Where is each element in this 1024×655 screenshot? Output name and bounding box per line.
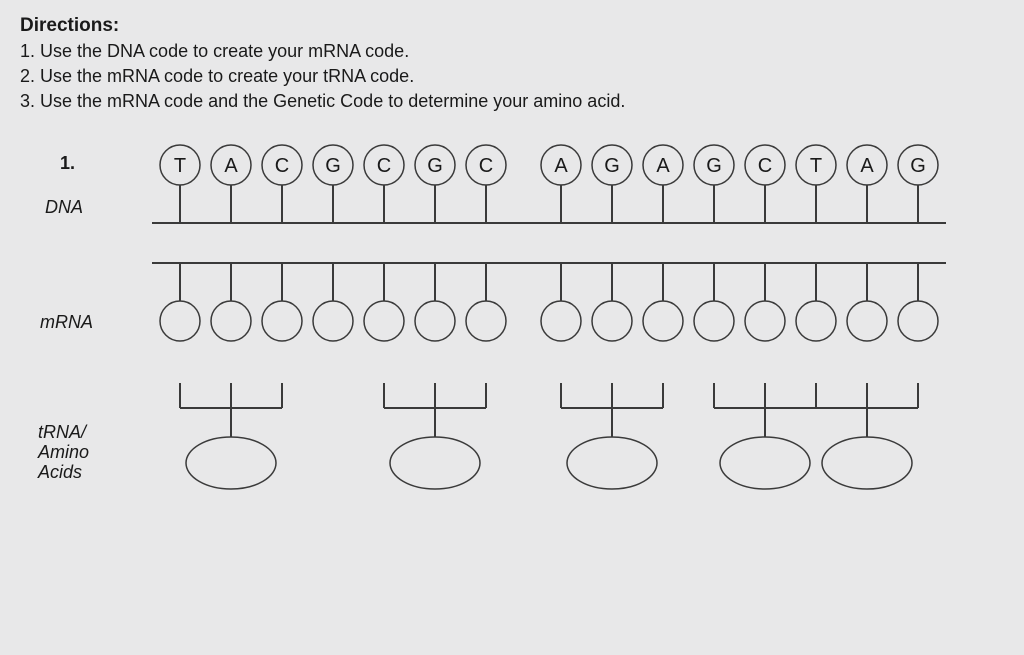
mrna-base-circle bbox=[796, 301, 836, 341]
dna-base-letter: A bbox=[224, 155, 238, 177]
dna-base-letter: T bbox=[174, 155, 186, 177]
mrna-base-circle bbox=[313, 301, 353, 341]
problem-number: 1. bbox=[60, 153, 75, 173]
acids-label: Acids bbox=[37, 462, 82, 482]
mrna-base-circle bbox=[643, 301, 683, 341]
mrna-base-circle bbox=[415, 301, 455, 341]
mrna-base-circle bbox=[592, 301, 632, 341]
dna-base-letter: G bbox=[706, 155, 722, 177]
dna-base-letter: C bbox=[479, 155, 493, 177]
dna-base-letter: A bbox=[656, 155, 670, 177]
dna-base-letter: T bbox=[810, 155, 822, 177]
dna-base-letter: C bbox=[758, 155, 772, 177]
directions-heading: Directions: bbox=[20, 15, 1004, 37]
mrna-label: mRNA bbox=[40, 312, 93, 332]
mrna-base-circle bbox=[847, 301, 887, 341]
dna-base-letter: A bbox=[860, 155, 874, 177]
problem-area: 1. DNA T A C G C G C A G A G C T A GmRNA tRNA/AminoAcids bbox=[20, 133, 1004, 513]
mrna-base-circle bbox=[745, 301, 785, 341]
amino-acid-ellipse bbox=[822, 437, 912, 489]
amino-label: Amino bbox=[37, 442, 89, 462]
amino-acid-ellipse bbox=[567, 437, 657, 489]
mrna-base-circle bbox=[160, 301, 200, 341]
dna-base-letter: G bbox=[910, 155, 926, 177]
mrna-base-circle bbox=[541, 301, 581, 341]
mrna-base-circle bbox=[694, 301, 734, 341]
dna-label: DNA bbox=[45, 197, 83, 217]
trna-label: tRNA/ bbox=[38, 422, 88, 442]
dna-base-letter: A bbox=[554, 155, 568, 177]
direction-item-1: 1. Use the DNA code to create your mRNA … bbox=[20, 39, 1004, 64]
worksheet-diagram: 1. DNA T A C G C G C A G A G C T A GmRNA tRNA/AminoAcids bbox=[20, 133, 1020, 513]
amino-acid-ellipse bbox=[186, 437, 276, 489]
direction-item-2: 2. Use the mRNA code to create your tRNA… bbox=[20, 64, 1004, 89]
dna-base-letter: C bbox=[377, 155, 391, 177]
mrna-base-circle bbox=[364, 301, 404, 341]
amino-acid-ellipse bbox=[720, 437, 810, 489]
dna-base-letter: G bbox=[427, 155, 443, 177]
mrna-base-circle bbox=[211, 301, 251, 341]
dna-base-letter: G bbox=[325, 155, 341, 177]
dna-base-letter: G bbox=[604, 155, 620, 177]
mrna-base-circle bbox=[898, 301, 938, 341]
mrna-base-circle bbox=[262, 301, 302, 341]
mrna-base-circle bbox=[466, 301, 506, 341]
amino-acid-ellipse bbox=[390, 437, 480, 489]
direction-item-3: 3. Use the mRNA code and the Genetic Cod… bbox=[20, 89, 1004, 114]
dna-base-letter: C bbox=[275, 155, 289, 177]
